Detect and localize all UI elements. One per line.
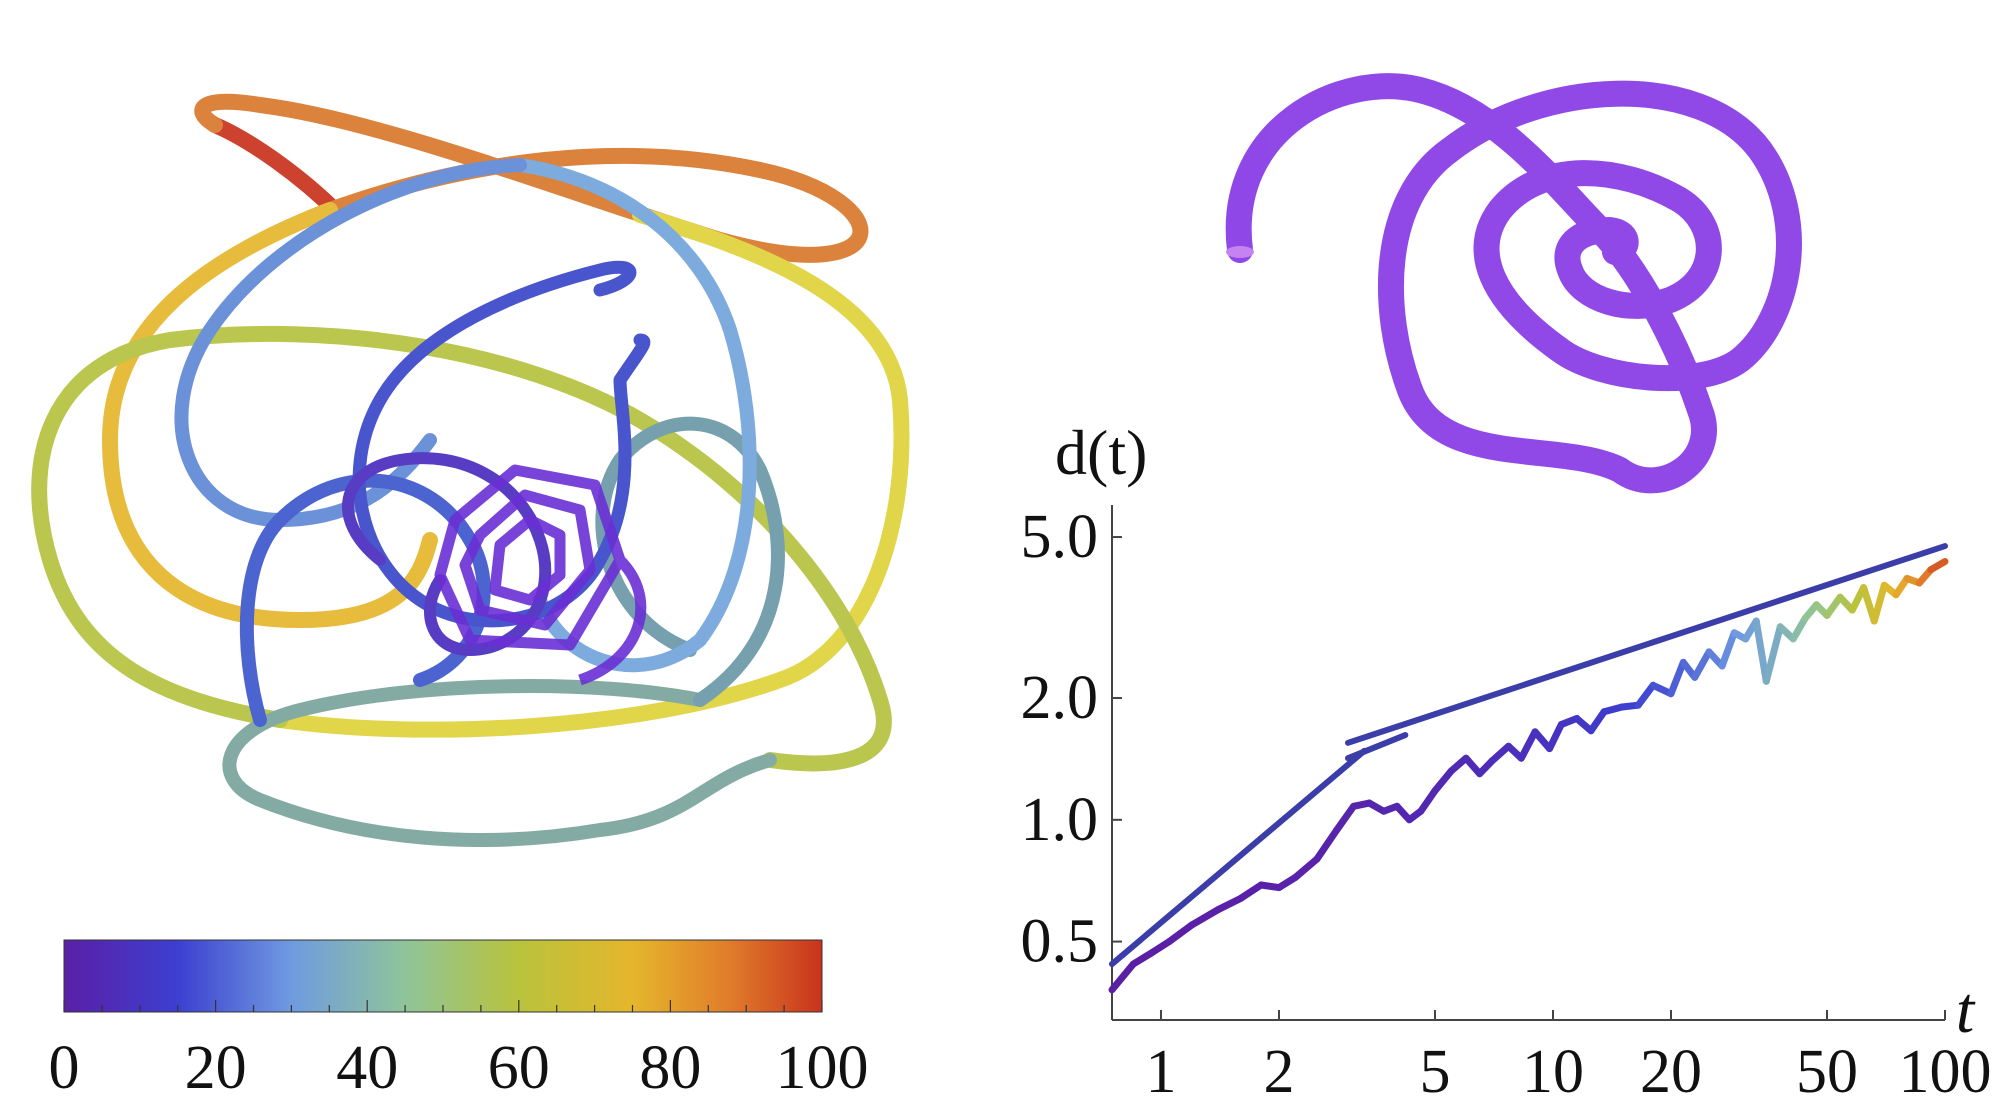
data-curve-segment xyxy=(1165,921,1196,946)
data-curve-segment xyxy=(1313,827,1340,863)
colorbar: 0 20 40 60 80 100 xyxy=(49,939,869,1100)
data-curve-d-of-t xyxy=(1108,558,1949,994)
x-tick-marks xyxy=(1159,1010,1946,1020)
x-tick-label-5: 5 xyxy=(1419,1038,1450,1100)
fit-line-1 xyxy=(1109,747,1368,968)
x-tick-label-20: 20 xyxy=(1640,1038,1702,1100)
tube-segment-indigo-core xyxy=(342,452,552,656)
tube-segment-yellow-right xyxy=(272,207,910,738)
core-ring-2 xyxy=(459,489,596,631)
data-curve-segment xyxy=(1188,906,1222,929)
spiral-tube-rendering xyxy=(1225,73,1802,494)
colorbar-tick-marks xyxy=(63,1000,823,1012)
colorbar-tick-label-80: 80 xyxy=(639,1034,701,1100)
data-curve-segment xyxy=(1691,648,1713,681)
colorbar-tick-label-100: 100 xyxy=(776,1034,869,1100)
data-curve-segment xyxy=(1291,855,1321,882)
colorbar-tick-label-0: 0 xyxy=(49,1034,80,1100)
x-tick-label-1: 1 xyxy=(1145,1038,1176,1100)
data-curve-segment xyxy=(1332,802,1358,835)
tube-segment-olive xyxy=(31,325,892,772)
data-curve-segment xyxy=(1108,960,1137,994)
y-tick-label-5-0: 5.0 xyxy=(1021,503,1099,571)
colorbar-tick-label-20: 20 xyxy=(185,1034,247,1100)
y-tick-label-1-0: 1.0 xyxy=(1021,786,1099,854)
data-curve-segment xyxy=(1431,767,1455,795)
core-ring-1 xyxy=(489,514,566,606)
data-curve-segment xyxy=(1417,787,1439,815)
y-tick-marks xyxy=(1112,536,1122,943)
fit-line-3 xyxy=(1345,543,1948,746)
y-tick-label-2-0: 2.0 xyxy=(1021,664,1099,732)
x-tick-label-2: 2 xyxy=(1263,1038,1294,1100)
tube-segment-blue-inner xyxy=(352,260,651,628)
fit-line-2 xyxy=(1345,732,1409,762)
tube-core-spiral xyxy=(434,464,647,686)
data-curve-segment xyxy=(1667,658,1687,698)
x-tick-label-50: 50 xyxy=(1796,1038,1858,1100)
colorbar-tick-label-40: 40 xyxy=(336,1034,398,1100)
loglog-plot: d(t) t 1 2 5 10 20 50 100 0.5 1.0 2.0 5.… xyxy=(1021,417,1992,1100)
core-ring-3 xyxy=(434,464,626,651)
spiral-path xyxy=(1225,73,1802,494)
data-curve-segment xyxy=(1870,581,1888,625)
tangled-tube-rendering xyxy=(31,93,910,847)
tube-segment-orange-top xyxy=(194,93,869,263)
data-curve-segment xyxy=(1634,681,1657,709)
y-tick-label-0-5: 0.5 xyxy=(1021,908,1099,976)
spiral-tube-end-cap xyxy=(1226,246,1254,258)
data-curve-segment xyxy=(1823,593,1844,619)
y-axis-label: d(t) xyxy=(1055,417,1147,488)
data-curve-segment xyxy=(1789,614,1809,643)
data-curve-segment xyxy=(1517,728,1539,762)
x-tick-label-10: 10 xyxy=(1522,1038,1584,1100)
core-tail xyxy=(578,556,647,686)
x-tick-label-100: 100 xyxy=(1899,1038,1992,1100)
colorbar-gradient xyxy=(63,939,823,1013)
data-curve-segment xyxy=(1237,881,1265,902)
data-curve-segment xyxy=(1752,617,1770,685)
data-curve-segment xyxy=(1927,558,1949,574)
colorbar-tick-label-60: 60 xyxy=(488,1034,550,1100)
data-curve-segment xyxy=(1587,708,1608,735)
data-curve-segment xyxy=(1214,894,1245,914)
tube-segment-green-grey xyxy=(222,679,777,847)
plot-series-layer xyxy=(1108,543,1949,994)
x-axis-label: t xyxy=(1956,974,1976,1047)
tube-segment-yellow xyxy=(102,202,438,628)
tube-segment-red xyxy=(207,117,348,223)
data-curve-segment xyxy=(1546,721,1565,753)
data-curve-segment xyxy=(1762,623,1784,685)
data-curve-segment xyxy=(1129,948,1156,968)
data-curve-segment xyxy=(1488,742,1512,765)
data-curve-segment xyxy=(1718,629,1738,670)
